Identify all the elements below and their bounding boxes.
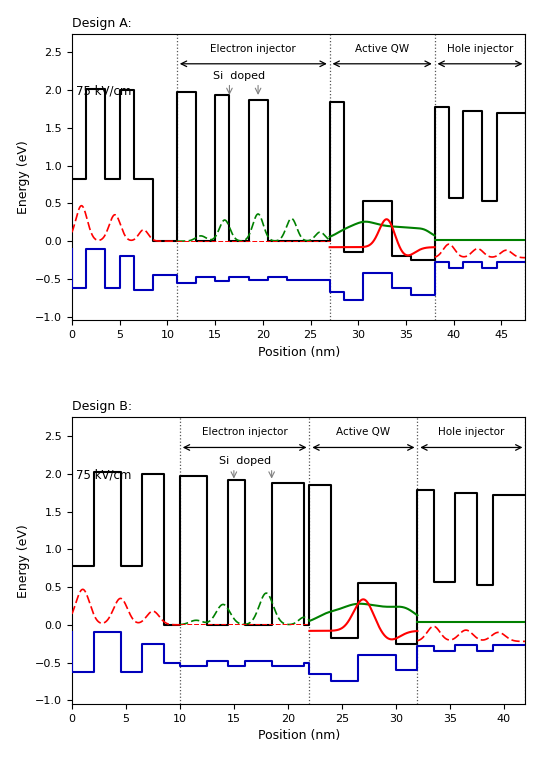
Text: Active QW: Active QW — [355, 44, 409, 54]
Text: Electron injector: Electron injector — [210, 44, 296, 54]
Text: Active QW: Active QW — [337, 427, 390, 437]
Text: Hole injector: Hole injector — [447, 44, 513, 54]
Text: 75 kV/cm: 75 kV/cm — [76, 468, 132, 482]
Text: Si  doped: Si doped — [213, 71, 265, 81]
X-axis label: Position (nm): Position (nm) — [257, 729, 340, 742]
Y-axis label: Energy (eV): Energy (eV) — [17, 140, 30, 214]
Text: Hole injector: Hole injector — [438, 427, 505, 437]
Text: 75 kV/cm: 75 kV/cm — [76, 85, 131, 98]
Text: Si  doped: Si doped — [218, 456, 270, 466]
Text: Design B:: Design B: — [72, 400, 132, 414]
Text: Design A:: Design A: — [72, 17, 132, 30]
Y-axis label: Energy (eV): Energy (eV) — [17, 524, 30, 597]
X-axis label: Position (nm): Position (nm) — [257, 345, 340, 359]
Text: Electron injector: Electron injector — [202, 427, 288, 437]
